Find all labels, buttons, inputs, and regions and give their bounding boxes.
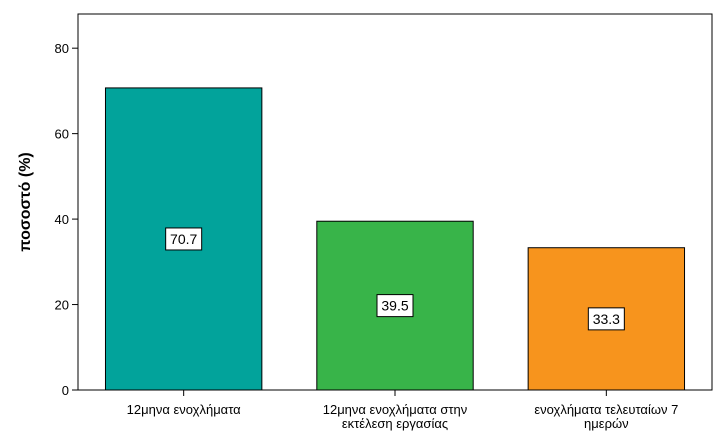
data-label: 39.5 [381,298,408,314]
data-label: 70.7 [170,231,197,247]
y-tick-label: 40 [55,212,69,227]
data-label-box [376,294,414,318]
data-label-box [587,307,625,331]
x-tick-label: 12μηνα ενοχλήματα [127,402,241,417]
y-tick-label: 80 [55,41,69,56]
x-tick-label: 12μηνα ενοχλήματα στην εκτέλεση εργασίας [323,402,468,431]
data-labels: 70.7 39.5 33.3 [165,227,625,331]
x-tick-label: ενοχλήματα τελευταίων 7 ημερών [534,402,678,431]
y-tick-label: 0 [62,383,69,398]
data-label: 33.3 [593,311,620,327]
data-label-box [165,227,203,251]
y-tick-label: 60 [55,127,69,142]
y-axis-title: ποσοστό (%) [17,152,34,251]
y-tick-label: 20 [55,298,69,313]
